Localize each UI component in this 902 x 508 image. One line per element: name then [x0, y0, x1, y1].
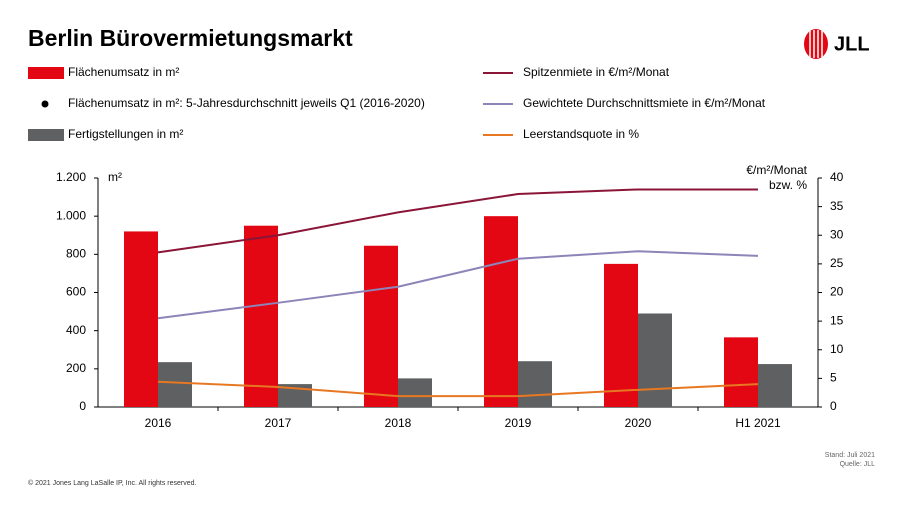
- bar: [398, 378, 432, 407]
- logo: JLL: [804, 29, 870, 59]
- bar: [724, 337, 758, 407]
- x-tick-label: 2019: [505, 416, 532, 430]
- y-tick-label: 600: [66, 285, 86, 299]
- x-tick-label: H1 2021: [735, 416, 781, 430]
- bar: [158, 362, 192, 407]
- y-tick-label: 800: [66, 247, 86, 261]
- legend-swatch: [28, 129, 64, 141]
- x-tick-label: 2017: [265, 416, 292, 430]
- y-tick-label: 1.000: [56, 208, 86, 222]
- legend-label: Flächenumsatz in m²: [68, 65, 179, 79]
- x-tick-label: 2018: [385, 416, 412, 430]
- note: Quelle: JLL: [840, 461, 876, 468]
- y2-tick-label: 0: [830, 399, 837, 413]
- logo-text: JLL: [834, 33, 870, 55]
- y2-tick-label: 10: [830, 342, 844, 356]
- line: [157, 380, 759, 398]
- y2-tick-label: 5: [830, 371, 837, 385]
- bar: [604, 263, 638, 407]
- chart-title: Berlin Bürovermietungsmarkt: [28, 25, 353, 51]
- legend-label: Fertigstellungen in m²: [68, 127, 183, 141]
- y2-tick-label: 35: [830, 199, 844, 213]
- y-tick-label: 200: [66, 361, 86, 375]
- x-tick-label: 2020: [625, 416, 652, 430]
- y2-axis-label: bzw. %: [769, 178, 807, 192]
- bar: [758, 364, 792, 407]
- y-tick-label: 400: [66, 323, 86, 337]
- y2-tick-label: 15: [830, 313, 844, 327]
- logo-stripes: [809, 30, 823, 58]
- y2-tick-label: 30: [830, 227, 844, 241]
- legend-swatch: [41, 100, 49, 108]
- y2-axis-label: €/m²/Monat: [746, 163, 807, 177]
- line: [157, 250, 759, 320]
- y2-tick-label: 40: [830, 170, 844, 184]
- y2-tick-label: 25: [830, 256, 844, 270]
- bar: [638, 313, 672, 407]
- y-tick-label: 1.200: [56, 170, 86, 184]
- legend-label: Leerstandsquote in %: [523, 127, 639, 141]
- y-axis-label: m²: [108, 170, 122, 184]
- legend-swatch: [28, 67, 64, 79]
- x-tick-label: 2016: [145, 416, 172, 430]
- bar: [364, 245, 398, 407]
- legend-label: Spitzenmiete in €/m²/Monat: [523, 65, 670, 79]
- bar: [124, 231, 158, 407]
- y2-tick-label: 20: [830, 285, 844, 299]
- bar: [518, 361, 552, 407]
- line: [157, 188, 758, 254]
- bar: [484, 216, 518, 407]
- legend-label: Gewichtete Durchschnittsmiete in €/m²/Mo…: [523, 96, 766, 110]
- logo-mark: [804, 29, 828, 59]
- note: Stand: Juli 2021: [825, 452, 875, 459]
- copyright: © 2021 Jones Lang LaSalle IP, Inc. All r…: [28, 479, 197, 487]
- bar: [244, 225, 278, 407]
- y-tick-label: 0: [79, 399, 86, 413]
- legend-label: Flächenumsatz in m²: 5-Jahresdurchschnit…: [68, 96, 425, 110]
